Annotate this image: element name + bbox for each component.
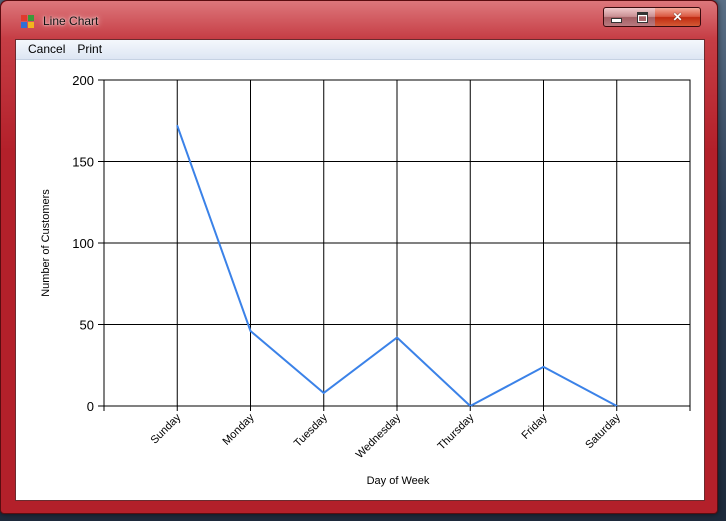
close-icon: ✕ (672, 10, 683, 24)
x-tick-label: Thursday (435, 411, 476, 452)
chart-area: 0 50 100 150 200 Sunday Monday Tuesday Wednesday… (16, 60, 704, 500)
data-point (249, 330, 252, 332)
minimize-icon (611, 17, 622, 23)
data-point (396, 336, 398, 339)
menu-print[interactable]: Print (77, 42, 103, 56)
y-axis-label: Number of Customers (40, 189, 52, 297)
y-tick-label: 200 (72, 73, 94, 88)
x-tick-label: Monday (220, 411, 257, 448)
x-axis-label: Day of Week (367, 475, 430, 487)
axes: 0 50 100 150 200 Sunday Monday Tuesday Wednesday… (72, 73, 691, 461)
window-title: Line Chart (43, 14, 99, 28)
line-chart: 0 50 100 150 200 Sunday Monday Tuesday Wednesday… (40, 73, 691, 487)
grid-lines (103, 79, 691, 407)
x-tick-label: Friday (520, 411, 550, 441)
data-point (176, 124, 179, 127)
maximize-icon (636, 11, 648, 23)
title-bar[interactable]: Line Chart ✕ (1, 1, 717, 37)
y-tick-label: 150 (72, 155, 94, 170)
app-icon (21, 15, 34, 28)
x-tick-label: Sunday (149, 411, 184, 446)
data-point (322, 392, 325, 394)
x-tick-label: Saturday (583, 411, 623, 451)
menu-cancel[interactable]: Cancel (28, 42, 66, 56)
series-layer (176, 124, 618, 407)
x-tick-label: Tuesday (292, 411, 330, 449)
maximize-button[interactable] (629, 7, 656, 27)
y-tick-label: 100 (72, 236, 94, 251)
close-button[interactable]: ✕ (655, 7, 701, 27)
data-point (542, 366, 545, 368)
app-window: Line Chart ✕ Cancel Print 0 50 100 150 200 Su… (0, 0, 718, 514)
y-tick-label: 50 (80, 318, 94, 333)
y-tick-label: 0 (87, 399, 94, 414)
client-area: Cancel Print 0 50 100 150 200 Sunday Monday Tue… (15, 39, 705, 501)
menu-bar: Cancel Print (16, 40, 704, 60)
minimize-button[interactable] (603, 7, 630, 27)
x-tick-label: Wednesday (354, 411, 404, 461)
